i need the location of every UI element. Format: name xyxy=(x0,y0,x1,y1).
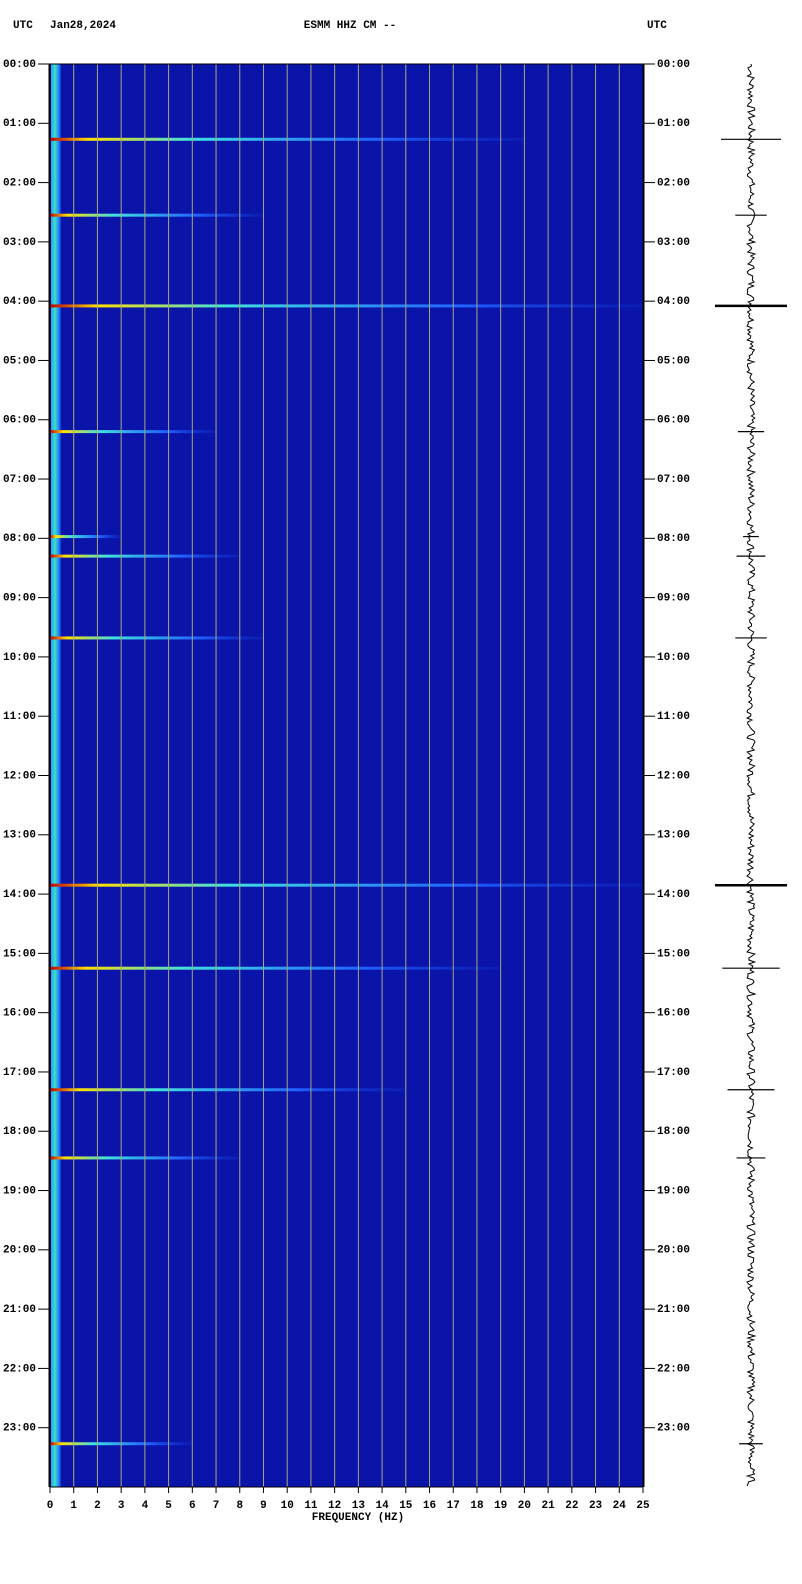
y-tick-label-right: 18:00 xyxy=(657,1126,690,1138)
x-tick-label: 6 xyxy=(189,1500,196,1512)
x-tick-label: 12 xyxy=(328,1500,341,1512)
x-tick-label: 21 xyxy=(542,1500,556,1512)
y-tick-label-right: 10:00 xyxy=(657,652,690,664)
x-tick-label: 1 xyxy=(70,1500,77,1512)
y-tick-label-right: 23:00 xyxy=(657,1423,690,1435)
y-tick-label-left: 17:00 xyxy=(3,1067,36,1079)
event-band xyxy=(50,883,643,887)
y-tick-label-left: 11:00 xyxy=(3,711,36,723)
y-tick-label-left: 16:00 xyxy=(3,1008,36,1020)
y-tick-label-left: 23:00 xyxy=(3,1423,36,1435)
x-tick-label: 18 xyxy=(470,1500,484,1512)
y-tick-label-right: 09:00 xyxy=(657,593,690,605)
left-utc-label: UTC xyxy=(13,20,33,32)
y-tick-label-right: 19:00 xyxy=(657,1185,690,1197)
y-tick-label-left: 19:00 xyxy=(3,1185,36,1197)
x-tick-label: 0 xyxy=(47,1500,54,1512)
y-tick-label-left: 01:00 xyxy=(3,118,36,130)
y-tick-label-right: 07:00 xyxy=(657,474,690,486)
y-tick-label-left: 02:00 xyxy=(3,177,36,189)
y-tick-label-right: 15:00 xyxy=(657,948,690,960)
y-tick-label-left: 00:00 xyxy=(3,59,36,71)
x-tick-label: 25 xyxy=(636,1500,650,1512)
x-tick-label: 22 xyxy=(565,1500,578,1512)
x-tick-label: 16 xyxy=(423,1500,436,1512)
y-tick-label-right: 22:00 xyxy=(657,1363,690,1375)
x-tick-label: 11 xyxy=(304,1500,318,1512)
y-tick-label-left: 12:00 xyxy=(3,770,36,782)
plot-frame xyxy=(49,63,644,1488)
y-tick-label-right: 05:00 xyxy=(657,355,690,367)
y-tick-label-right: 14:00 xyxy=(657,889,690,901)
event-band xyxy=(50,1088,406,1092)
y-tick-label-left: 18:00 xyxy=(3,1126,36,1138)
y-tick-label-right: 20:00 xyxy=(657,1245,690,1257)
y-tick-label-right: 16:00 xyxy=(657,1008,690,1020)
date-label: Jan28,2024 xyxy=(50,20,116,32)
x-tick-label: 9 xyxy=(260,1500,267,1512)
y-tick-label-left: 14:00 xyxy=(3,889,36,901)
chart-title: ESMM HHZ CM -- xyxy=(304,20,396,32)
y-tick-label-left: 05:00 xyxy=(3,355,36,367)
y-tick-label-left: 03:00 xyxy=(3,237,36,249)
event-band xyxy=(50,304,643,308)
right-utc-label: UTC xyxy=(647,20,667,32)
y-tick-label-right: 02:00 xyxy=(657,177,690,189)
x-tick-label: 2 xyxy=(94,1500,101,1512)
x-tick-label: 17 xyxy=(447,1500,460,1512)
low-frequency-band xyxy=(51,64,61,1487)
y-tick-label-left: 20:00 xyxy=(3,1245,36,1257)
x-tick-label: 19 xyxy=(494,1500,507,1512)
y-tick-label-right: 01:00 xyxy=(657,118,690,130)
x-tick-label: 3 xyxy=(118,1500,125,1512)
x-tick-label: 20 xyxy=(518,1500,531,1512)
y-tick-label-left: 06:00 xyxy=(3,415,36,427)
y-tick-label-right: 12:00 xyxy=(657,770,690,782)
y-tick-label-right: 06:00 xyxy=(657,415,690,427)
x-tick-label: 8 xyxy=(236,1500,243,1512)
x-tick-label: 15 xyxy=(399,1500,413,1512)
x-tick-label: 13 xyxy=(352,1500,366,1512)
y-tick-label-left: 22:00 xyxy=(3,1363,36,1375)
y-tick-label-right: 00:00 xyxy=(657,59,690,71)
y-tick-label-left: 15:00 xyxy=(3,948,36,960)
y-tick-label-left: 09:00 xyxy=(3,593,36,605)
y-tick-label-right: 11:00 xyxy=(657,711,690,723)
spectrogram-background xyxy=(50,64,643,1487)
y-tick-label-left: 10:00 xyxy=(3,652,36,664)
x-tick-label: 14 xyxy=(375,1500,389,1512)
event-band xyxy=(50,430,217,434)
y-tick-label-right: 03:00 xyxy=(657,237,690,249)
y-tick-label-left: 08:00 xyxy=(3,533,36,545)
event-band xyxy=(50,213,264,217)
y-tick-label-left: 21:00 xyxy=(3,1304,36,1316)
seismogram-trace xyxy=(745,63,757,1487)
y-tick-label-right: 08:00 xyxy=(657,533,690,545)
x-tick-label: 7 xyxy=(213,1500,220,1512)
y-tick-label-right: 17:00 xyxy=(657,1067,690,1079)
x-axis-label: FREQUENCY (HZ) xyxy=(312,1512,404,1524)
y-tick-label-right: 13:00 xyxy=(657,830,690,842)
event-band xyxy=(50,966,501,970)
y-tick-label-right: 04:00 xyxy=(657,296,690,308)
event-band xyxy=(50,535,122,539)
x-tick-label: 24 xyxy=(613,1500,627,1512)
x-tick-label: 23 xyxy=(589,1500,603,1512)
y-tick-label-left: 13:00 xyxy=(3,830,36,842)
y-tick-label-left: 07:00 xyxy=(3,474,36,486)
y-tick-label-left: 04:00 xyxy=(3,296,36,308)
x-tick-label: 4 xyxy=(142,1500,149,1512)
y-tick-label-right: 21:00 xyxy=(657,1304,690,1316)
event-band xyxy=(50,636,264,640)
x-tick-label: 10 xyxy=(281,1500,294,1512)
x-tick-label: 5 xyxy=(165,1500,172,1512)
